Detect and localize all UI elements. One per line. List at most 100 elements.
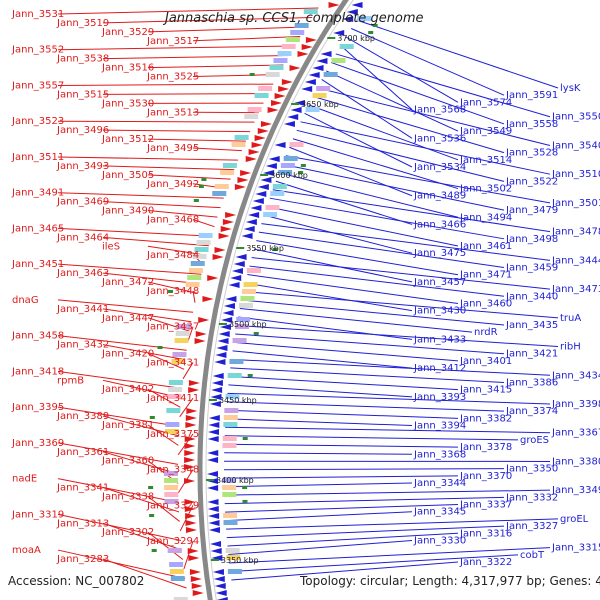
left-leader-line bbox=[147, 496, 180, 522]
forward-gene-arrow bbox=[328, 2, 340, 8]
feature-block bbox=[254, 93, 269, 98]
feature-marker bbox=[368, 31, 374, 34]
right-leader-line bbox=[223, 468, 505, 471]
left-leader-line bbox=[102, 201, 221, 209]
feature-block bbox=[243, 282, 258, 287]
kbp-label: 3350 kbp bbox=[221, 556, 259, 565]
reverse-gene-arrow bbox=[260, 177, 272, 183]
feature-block bbox=[174, 338, 189, 343]
feature-block bbox=[192, 254, 207, 259]
reverse-gene-arrow bbox=[212, 569, 224, 575]
right-gene-label: Jann_3350 bbox=[505, 464, 558, 475]
feature-marker bbox=[253, 332, 259, 335]
forward-gene-arrow bbox=[237, 177, 249, 183]
feature-marker bbox=[249, 73, 255, 76]
kbp-label: 3400 kbp bbox=[216, 476, 254, 485]
left-leader-line bbox=[102, 344, 186, 361]
right-gene-label: Jann_3461 bbox=[459, 241, 512, 252]
right-gene-label: Jann_3412 bbox=[413, 363, 466, 374]
feature-block bbox=[269, 65, 284, 70]
left-leader-line bbox=[147, 138, 246, 142]
left-gene-label: Jann_3341 bbox=[56, 483, 109, 494]
left-gene-label: Jann_3491 bbox=[11, 188, 64, 199]
right-leader-line bbox=[224, 489, 551, 496]
left-gene-label: Jann_3512 bbox=[101, 134, 154, 145]
left-leader-line bbox=[57, 45, 295, 51]
feature-block bbox=[339, 44, 354, 49]
right-gene-label: Jann_3498 bbox=[505, 234, 558, 245]
forward-gene-arrow bbox=[188, 555, 200, 561]
right-gene-label: Jann_3459 bbox=[505, 263, 558, 274]
right-gene-label: Jann_3415 bbox=[459, 385, 512, 396]
left-gene-label: ileS bbox=[102, 241, 120, 252]
feature-marker bbox=[298, 171, 304, 174]
right-gene-label: Jann_3440 bbox=[505, 291, 558, 302]
left-gene-label: Jann_3468 bbox=[146, 214, 199, 225]
right-gene-label: Jann_3393 bbox=[413, 392, 466, 403]
right-leader-line bbox=[253, 248, 413, 283]
right-leader-line bbox=[308, 104, 459, 161]
forward-gene-arrow bbox=[207, 275, 219, 281]
kbp-scale: 3700 kbp 3650 kbp 3600 kbp 3550 kbp 3500 kbp… bbox=[206, 34, 375, 565]
right-gene-label: Jann_3479 bbox=[505, 205, 558, 216]
reverse-gene-arrow bbox=[283, 121, 295, 127]
left-gene-label: Jann_3465 bbox=[11, 223, 64, 234]
left-leader-line bbox=[57, 120, 255, 123]
feature-block bbox=[229, 359, 244, 364]
right-gene-label: Jann_3501 bbox=[551, 198, 600, 209]
reverse-gene-arrow bbox=[257, 184, 269, 190]
left-gene-label: Jann_3381 bbox=[101, 420, 154, 431]
reverse-gene-arrow bbox=[230, 275, 242, 281]
left-gene-label: Jann_3437 bbox=[146, 322, 199, 333]
feature-block bbox=[194, 247, 209, 252]
left-leader-line bbox=[192, 219, 215, 228]
reverse-gene-arrow bbox=[212, 373, 224, 379]
reverse-gene-arrow bbox=[342, 16, 354, 22]
reverse-gene-arrow bbox=[222, 310, 234, 316]
forward-gene-arrow bbox=[186, 408, 198, 414]
forward-gene-arrow bbox=[192, 590, 204, 596]
right-gene-label: Jann_3540 bbox=[551, 140, 600, 151]
right-gene-label: Jann_3574 bbox=[459, 97, 512, 108]
feature-block bbox=[227, 569, 242, 574]
reverse-gene-arrow bbox=[223, 303, 235, 309]
forward-gene-arrow bbox=[218, 233, 230, 239]
reverse-gene-arrow bbox=[263, 170, 275, 176]
kbp-label: 3550 kbp bbox=[246, 244, 284, 253]
left-leader-line bbox=[57, 478, 179, 503]
reverse-gene-arrow bbox=[228, 282, 240, 288]
right-leader-line bbox=[235, 333, 505, 355]
right-leader-line bbox=[225, 511, 413, 522]
feature-block bbox=[170, 576, 185, 581]
right-leader-line bbox=[272, 189, 551, 233]
feature-block bbox=[167, 548, 182, 553]
left-leader-line bbox=[102, 451, 179, 475]
reverse-gene-arrow bbox=[219, 324, 231, 330]
right-leader-line bbox=[261, 223, 551, 261]
left-leader-line bbox=[147, 317, 190, 332]
right-gene-label: Jann_3434 bbox=[551, 370, 600, 381]
right-gene-label: Jann_3460 bbox=[459, 298, 512, 309]
feature-block bbox=[263, 212, 278, 217]
right-gene-label: Jann_3327 bbox=[505, 521, 558, 532]
left-leader-line bbox=[182, 362, 194, 380]
right-leader-line bbox=[226, 518, 559, 530]
reverse-gene-arrow bbox=[218, 331, 230, 337]
left-leader-line bbox=[187, 326, 194, 341]
left-gene-label: Jann_3319 bbox=[11, 509, 64, 520]
feature-block bbox=[223, 513, 238, 518]
left-leader-line bbox=[147, 531, 184, 560]
reverse-gene-arrow bbox=[241, 233, 253, 239]
feature-block bbox=[165, 422, 180, 427]
kbp-label: 3600 kbp bbox=[270, 171, 308, 180]
right-gene-label: Jann_3433 bbox=[413, 334, 466, 345]
right-leader-line bbox=[326, 70, 459, 132]
forward-gene-arrow bbox=[271, 100, 283, 106]
left-leader-line bbox=[57, 513, 182, 541]
forward-gene-arrow bbox=[220, 226, 232, 232]
right-leader-line bbox=[224, 452, 413, 455]
left-gene-label: Jann_3369 bbox=[11, 438, 64, 449]
forward-gene-arrow bbox=[191, 583, 203, 589]
kbp-label: 3650 kbp bbox=[301, 100, 339, 109]
forward-gene-arrow bbox=[185, 422, 197, 428]
